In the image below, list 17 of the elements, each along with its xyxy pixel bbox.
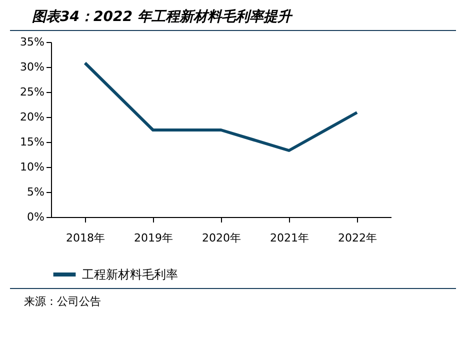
line-series — [84, 62, 358, 152]
chart-title: 图表34：2022 年工程新材料毛利率提升 — [10, 0, 456, 31]
y-tick-label: 0% — [27, 210, 44, 224]
y-tick-label: 35% — [20, 36, 44, 48]
x-tick-label: 2022年 — [338, 232, 377, 244]
y-tick-label: 30% — [20, 60, 44, 74]
y-tick-label: 20% — [20, 110, 44, 124]
y-tick-label: 10% — [20, 160, 44, 174]
y-tick-label: 25% — [20, 86, 44, 98]
x-tick-label: 2018年 — [66, 232, 105, 244]
x-tick-label: 2019年 — [134, 232, 173, 244]
x-tick-label: 2020年 — [202, 232, 241, 244]
source-note: 来源：公司公告 — [10, 288, 456, 309]
y-tick-label: 5% — [27, 186, 44, 198]
x-tick-label: 2021年 — [270, 232, 309, 244]
legend-label: 工程新材料毛利率 — [82, 268, 178, 282]
y-tick-label: 15% — [20, 136, 44, 148]
